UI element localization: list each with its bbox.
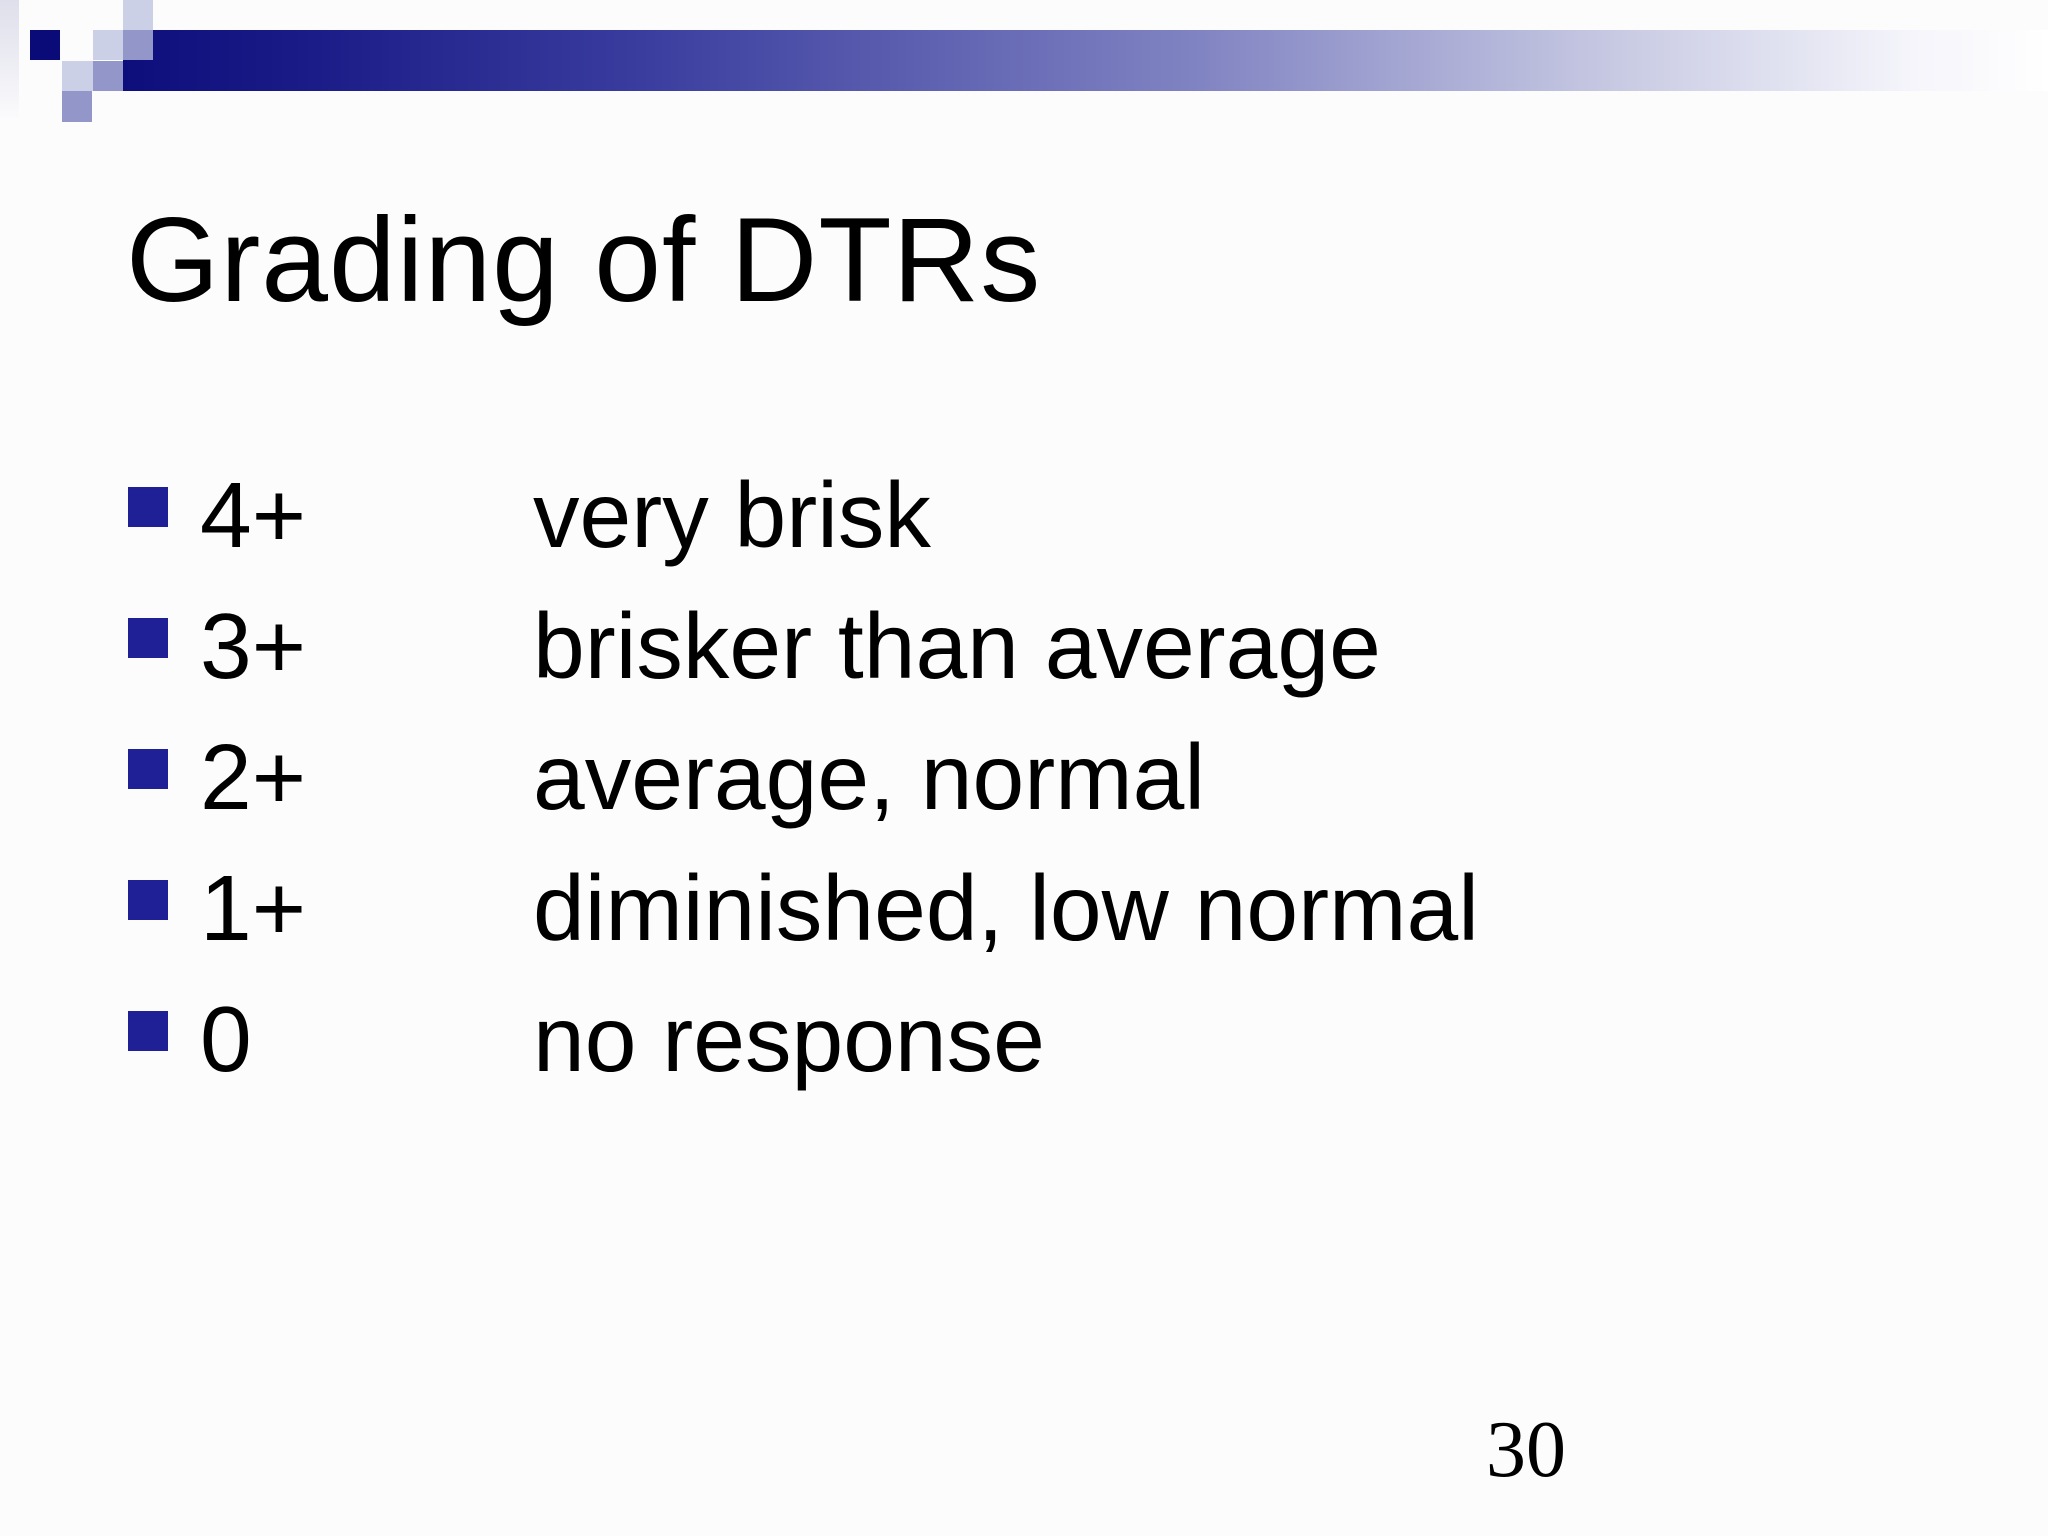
bullet-item: 2+ average, normal (128, 712, 1928, 843)
bullet-square-icon (128, 486, 168, 527)
grade-label: 3+ (200, 594, 307, 698)
bullet-item: 3+ brisker than average (128, 581, 1928, 712)
grade-description: brisker than average (533, 594, 1381, 698)
slide-title: Grading of DTRs (126, 193, 1042, 327)
bullet-square-icon (128, 748, 168, 789)
grade-description: no response (533, 987, 1045, 1091)
corner-square-light-icon (93, 30, 123, 60)
bullet-square-icon (128, 617, 168, 658)
grade-label: 1+ (200, 856, 307, 960)
corner-square-medium-icon (93, 61, 123, 91)
grade-label: 0 (200, 987, 252, 1091)
corner-square-light-icon (62, 61, 93, 91)
top-gradient-bar (123, 30, 2048, 91)
grade-description: diminished, low normal (533, 856, 1479, 960)
bullet-item: 4+ very brisk (128, 450, 1928, 581)
grade-description: average, normal (533, 725, 1206, 829)
bullet-square-icon (128, 879, 168, 920)
bullet-item: 1+ diminished, low normal (128, 843, 1928, 974)
corner-square-navy-icon (30, 30, 60, 60)
corner-square-light-icon (123, 0, 153, 30)
bullet-list: 4+ very brisk 3+ brisker than average 2+… (128, 450, 1928, 1105)
corner-gradient-strip (0, 0, 19, 118)
corner-square-medium-icon (62, 91, 92, 122)
bullet-item: 0 no response (128, 974, 1928, 1105)
grade-label: 4+ (200, 463, 307, 567)
page-number: 30 (1486, 1406, 1566, 1494)
corner-square-medium-icon (123, 30, 153, 60)
grade-description: very brisk (533, 463, 931, 567)
grade-label: 2+ (200, 725, 307, 829)
bullet-square-icon (128, 1010, 168, 1051)
